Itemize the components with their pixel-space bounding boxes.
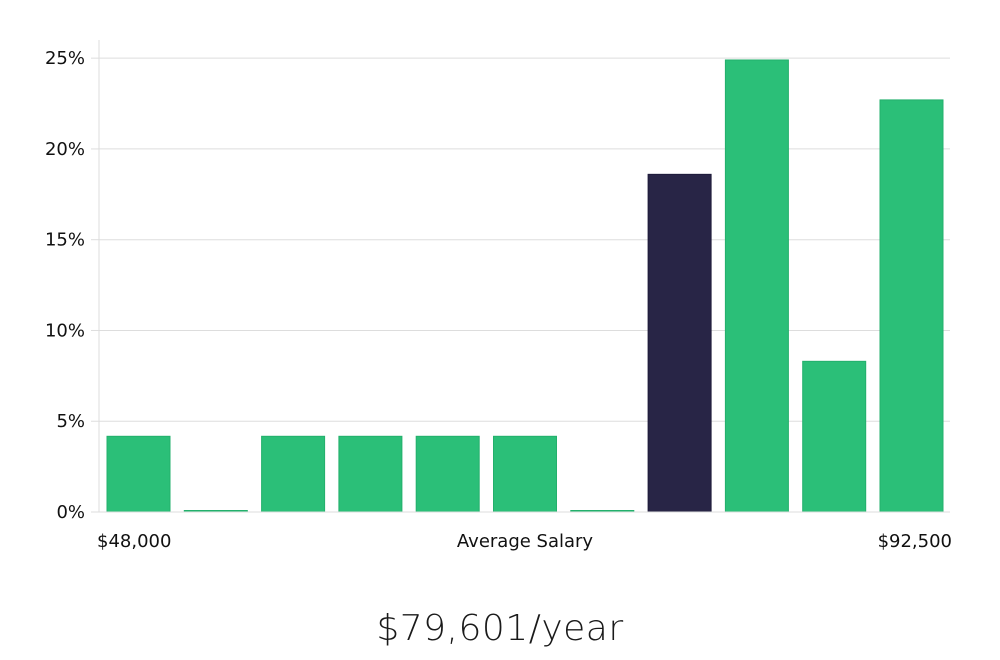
y-tick-label: 5%: [56, 411, 85, 432]
bar: [338, 435, 403, 513]
y-tick-label: 10%: [45, 320, 85, 341]
x-min-label: $48,000: [97, 531, 171, 552]
x-axis-title: Average Salary: [457, 531, 594, 552]
x-max-label: $92,500: [878, 531, 952, 552]
bar: [724, 59, 789, 513]
y-axis-ticks: 0% 5% 10% 15% 20% 25%: [45, 48, 99, 523]
y-tick-label: 0%: [56, 502, 85, 523]
bar: [802, 360, 867, 513]
bar: [415, 435, 480, 513]
y-tick-label: 15%: [45, 230, 85, 251]
y-tick-label: 20%: [45, 139, 85, 160]
bar: [493, 435, 557, 513]
bar: [879, 99, 944, 513]
bars: [106, 59, 944, 513]
highlighted-bar: [647, 173, 712, 513]
bar: [106, 435, 171, 513]
average-salary-value: $79,601/year: [376, 608, 624, 649]
bar: [261, 435, 326, 513]
y-tick-label: 25%: [45, 48, 85, 69]
